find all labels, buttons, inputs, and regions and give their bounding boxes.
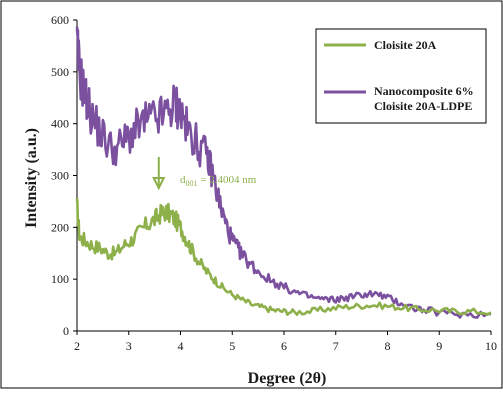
series-layer <box>75 26 492 319</box>
x-tick-label-1: 3 <box>126 339 132 353</box>
annotation-arrow-head <box>152 177 166 191</box>
series-line-cloisite-20a <box>75 198 492 316</box>
x-tick-label-2: 4 <box>178 339 184 353</box>
y-tick-label-6: 600 <box>51 13 69 27</box>
y-tick-label-1: 100 <box>51 272 69 286</box>
x-axis-title: Degree (2θ) <box>248 370 327 387</box>
y-axis-title: Intensity (a.u.) <box>23 128 40 228</box>
x-tick-label-3: 5 <box>229 339 235 353</box>
y-tick-label-3: 300 <box>51 169 69 183</box>
annotation-label: d001 = 2.4004 nm <box>180 174 257 188</box>
legend-label-nanocomposite-line1: Nanocomposite 6% <box>374 84 474 98</box>
series-line-nanocomposite <box>75 26 492 319</box>
ticks-layer: 0 100 200 300 400 500 600 2 3 4 5 6 7 8 9 10 <box>51 13 497 353</box>
x-tick-label-4: 6 <box>281 339 287 353</box>
annotation: d001 = 2.4004 nm <box>152 157 257 191</box>
legend-label-nanocomposite-line2: Cloisite 20A-LDPE <box>374 99 472 113</box>
y-tick-label-4: 400 <box>51 117 69 131</box>
x-tick-label-8: 10 <box>485 339 497 353</box>
y-tick-label-0: 0 <box>63 324 69 338</box>
legend-label-cloisite: Cloisite 20A <box>374 38 437 52</box>
x-tick-label-5: 7 <box>333 339 339 353</box>
x-tick-label-0: 2 <box>74 339 80 353</box>
y-tick-label-5: 500 <box>51 65 69 79</box>
x-tick-label-7: 9 <box>436 339 442 353</box>
legend: Cloisite 20A Nanocomposite 6% Cloisite 2… <box>315 28 487 124</box>
y-tick-label-2: 200 <box>51 220 69 234</box>
x-tick-label-6: 8 <box>385 339 391 353</box>
